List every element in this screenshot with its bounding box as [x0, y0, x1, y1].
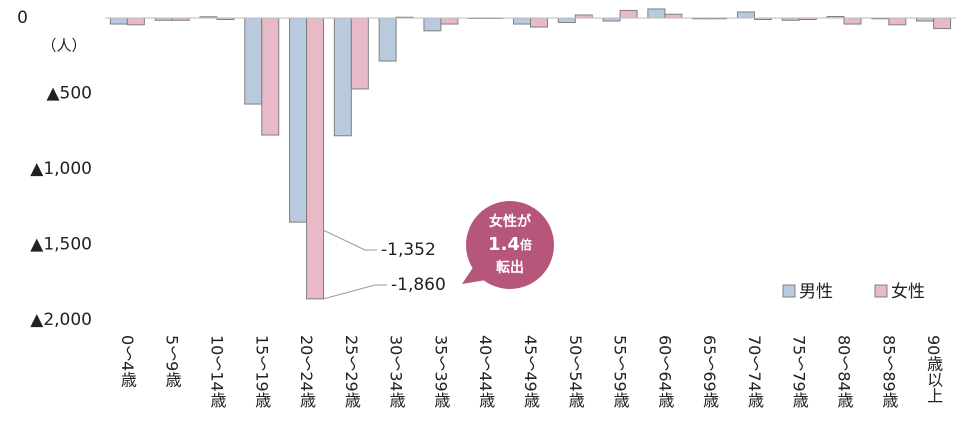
- x-tick-label: 30～34歳: [387, 335, 406, 408]
- x-tick-label: 20～24歳: [297, 335, 316, 408]
- x-tick-label: 25～29歳: [342, 335, 361, 408]
- bar: [244, 17, 263, 105]
- x-tick-label: 0～4歳: [118, 335, 137, 387]
- bar: [557, 17, 576, 24]
- bar: [109, 17, 128, 25]
- x-tick-label: 90歳以上: [924, 335, 943, 403]
- bar: [306, 17, 325, 300]
- unit-label: （人）: [41, 37, 86, 55]
- bar: [423, 17, 442, 32]
- callout-ratio: 1.4: [488, 234, 520, 255]
- callout-text: 女性が: [489, 213, 532, 230]
- bar: [736, 11, 755, 19]
- legend-swatch: [874, 284, 888, 298]
- x-tick-label: 15～19歳: [252, 335, 271, 408]
- bar: [933, 17, 952, 30]
- bar: [619, 9, 638, 19]
- legend-swatch: [782, 284, 796, 298]
- bar: [664, 13, 683, 19]
- callout: 女性が 1.4倍 転出: [462, 201, 554, 289]
- x-tick-label: 85～89歳: [879, 335, 898, 408]
- bar: [843, 17, 862, 25]
- callout-ratio-unit: 倍: [520, 237, 532, 252]
- callout-text: 1.4倍: [488, 234, 532, 255]
- data-label: -1,352: [381, 240, 436, 260]
- y-tick-label: ▲1,500: [30, 235, 92, 255]
- x-tick-label: 70～74歳: [745, 335, 764, 408]
- x-tick-label: 75～79歳: [790, 335, 809, 408]
- x-tick-label: 60～64歳: [655, 335, 674, 408]
- x-tick-label: 80～84歳: [835, 335, 854, 408]
- bar: [261, 17, 280, 136]
- y-tick-label: ▲500: [46, 84, 92, 104]
- legend-label: 男性: [799, 282, 833, 302]
- x-tick-label: 10～14歳: [207, 335, 226, 408]
- bar: [378, 17, 397, 62]
- bar: [513, 17, 531, 25]
- callout-text: 転出: [496, 259, 524, 276]
- x-tick-label: 50～54歳: [566, 335, 585, 408]
- data-label: -1,860: [391, 275, 446, 295]
- bar: [126, 17, 145, 26]
- y-tick-label: 0: [17, 8, 28, 28]
- legend-label: 女性: [891, 282, 925, 302]
- x-tick-label: 65～69歳: [700, 335, 719, 408]
- callout-tail: [462, 266, 486, 284]
- bar: [333, 17, 352, 137]
- callout-bubble: [466, 201, 554, 289]
- bar: [888, 17, 907, 26]
- leader-line: [306, 221, 377, 251]
- x-tick-label: 40～44歳: [476, 335, 495, 408]
- bar: [647, 8, 666, 19]
- x-tick-label: 5～9歳: [163, 335, 182, 387]
- y-tick-label: ▲2,000: [30, 310, 92, 330]
- leader-line: [323, 284, 387, 300]
- bar: [530, 17, 548, 28]
- y-tick-label: ▲1,000: [30, 159, 92, 179]
- bar: [350, 17, 369, 90]
- bar: [440, 17, 459, 25]
- x-tick-label: 45～49歳: [521, 335, 540, 408]
- x-tick-label: 35～39歳: [431, 335, 450, 408]
- bar: [289, 17, 308, 223]
- x-tick-label: 55～59歳: [611, 335, 630, 408]
